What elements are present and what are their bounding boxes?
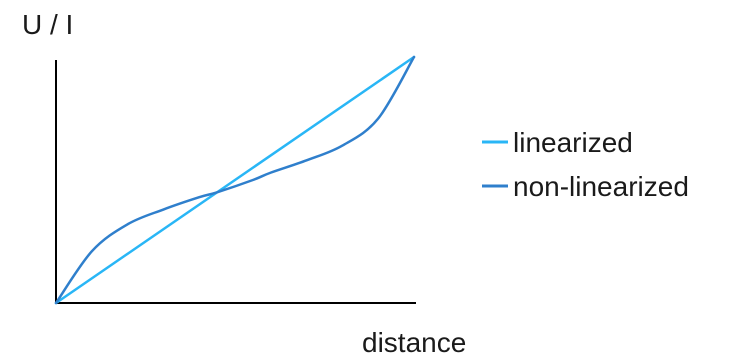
y-axis-label: U / I (22, 9, 73, 40)
series-line-non-linearized (54, 55, 416, 305)
series-line-linearized (54, 55, 416, 305)
legend: linearized non-linearized (482, 127, 689, 202)
series-layer (54, 55, 416, 305)
legend-label-non-linearized: non-linearized (513, 171, 689, 202)
x-axis-label: distance (362, 327, 466, 358)
legend-label-linearized: linearized (513, 127, 633, 158)
